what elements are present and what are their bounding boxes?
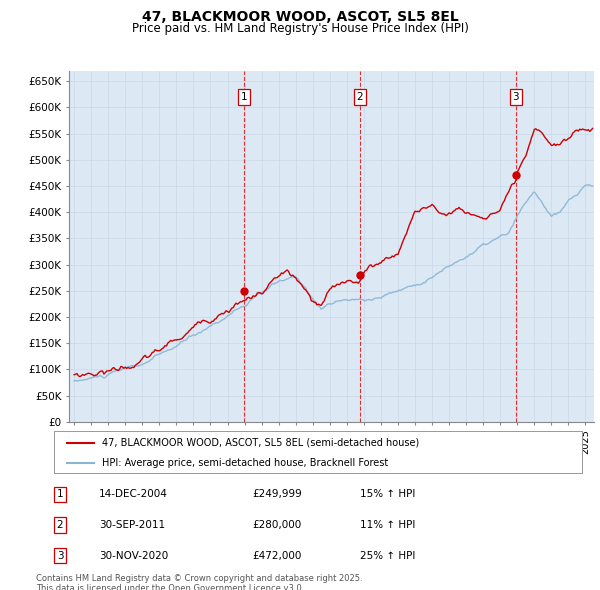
Text: 1: 1 bbox=[56, 490, 64, 499]
Text: 15% ↑ HPI: 15% ↑ HPI bbox=[360, 490, 415, 499]
Text: 30-SEP-2011: 30-SEP-2011 bbox=[99, 520, 165, 530]
Text: 3: 3 bbox=[56, 551, 64, 560]
Text: 3: 3 bbox=[512, 92, 519, 102]
Text: 1: 1 bbox=[241, 92, 247, 102]
Text: 2: 2 bbox=[56, 520, 64, 530]
Text: £472,000: £472,000 bbox=[252, 551, 301, 560]
Text: £249,999: £249,999 bbox=[252, 490, 302, 499]
Text: 14-DEC-2004: 14-DEC-2004 bbox=[99, 490, 168, 499]
Text: 30-NOV-2020: 30-NOV-2020 bbox=[99, 551, 168, 560]
Text: 11% ↑ HPI: 11% ↑ HPI bbox=[360, 520, 415, 530]
Text: 47, BLACKMOOR WOOD, ASCOT, SL5 8EL: 47, BLACKMOOR WOOD, ASCOT, SL5 8EL bbox=[142, 10, 458, 24]
Text: 47, BLACKMOOR WOOD, ASCOT, SL5 8EL (semi-detached house): 47, BLACKMOOR WOOD, ASCOT, SL5 8EL (semi… bbox=[101, 438, 419, 448]
Text: 2: 2 bbox=[356, 92, 363, 102]
Text: Contains HM Land Registry data © Crown copyright and database right 2025.
This d: Contains HM Land Registry data © Crown c… bbox=[36, 574, 362, 590]
Text: £280,000: £280,000 bbox=[252, 520, 301, 530]
Text: Price paid vs. HM Land Registry's House Price Index (HPI): Price paid vs. HM Land Registry's House … bbox=[131, 22, 469, 35]
Text: HPI: Average price, semi-detached house, Bracknell Forest: HPI: Average price, semi-detached house,… bbox=[101, 458, 388, 467]
Text: 25% ↑ HPI: 25% ↑ HPI bbox=[360, 551, 415, 560]
